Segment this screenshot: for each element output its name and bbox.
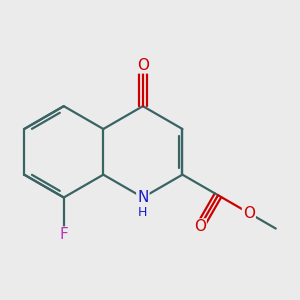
Text: F: F: [59, 227, 68, 242]
Text: O: O: [243, 206, 255, 220]
Text: N: N: [137, 190, 148, 205]
Text: O: O: [194, 219, 206, 234]
Text: O: O: [137, 58, 149, 73]
Text: H: H: [138, 206, 148, 219]
